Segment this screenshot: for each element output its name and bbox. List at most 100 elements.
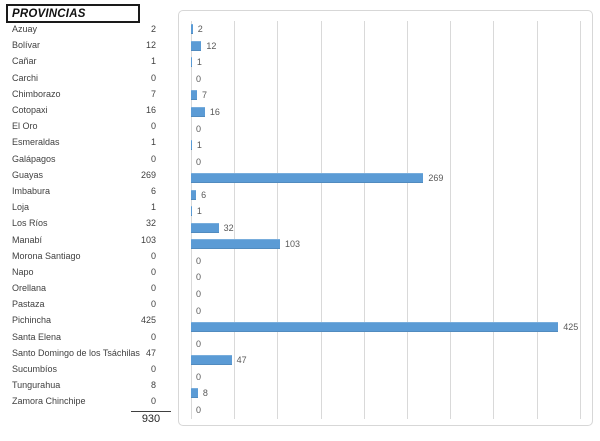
province-name: Chimborazo (12, 88, 61, 99)
chart-row: 32 (191, 220, 590, 237)
province-name: El Oro (12, 121, 38, 132)
province-value: 8 (150, 380, 156, 391)
chart-row: 0 (191, 286, 590, 303)
province-name: Pastaza (12, 299, 45, 310)
table-row[interactable]: Napo 0 (6, 264, 156, 280)
data-label: 32 (223, 222, 234, 233)
bar-chart-area[interactable]: 2 12 1 0 7 16 0 1 0 269 6 1 32 103 0 0 0 0 425 0 47 0 8 0 (178, 10, 593, 426)
table-row[interactable]: Bolívar 12 (6, 37, 156, 53)
chart-row: 0 (191, 402, 590, 419)
table-row[interactable]: Los Ríos 32 (6, 215, 156, 231)
province-value: 12 (145, 40, 156, 51)
province-value: 6 (150, 185, 156, 196)
gridline (579, 21, 581, 419)
provinces-header-label: PROVINCIAS (12, 7, 86, 20)
gridline (536, 21, 538, 419)
total-value[interactable]: 930 (141, 413, 161, 425)
chart-row: 0 (191, 71, 590, 88)
table-row[interactable]: Esmeraldas 1 (6, 134, 156, 150)
table-row[interactable]: Galápagos 0 (6, 151, 156, 167)
chart-gridlines (179, 21, 592, 419)
province-table: Azuay 2 Bolívar 12 Cañar 1 Carchi 0 Chimborazo 7 C… (6, 21, 156, 410)
table-row[interactable]: Santo Domingo de los Tsáchilas 47 (6, 345, 156, 361)
table-row[interactable]: Cañar 1 (6, 53, 156, 69)
table-row[interactable]: Santa Elena 0 (6, 329, 156, 345)
chart-row: 0 (191, 120, 590, 137)
province-value: 1 (150, 56, 156, 67)
data-label: 0 (196, 305, 202, 316)
chart-row: 2 (191, 21, 590, 38)
bar-Chimborazo[interactable] (191, 90, 198, 101)
chart-plot-area: 2 12 1 0 7 16 0 1 0 269 6 1 32 103 0 0 0 0 425 0 47 0 8 0 (191, 21, 590, 418)
table-row[interactable]: Azuay 2 (6, 21, 156, 37)
table-row[interactable]: Chimborazo 7 (6, 86, 156, 102)
province-name: Cotopaxi (12, 105, 48, 116)
province-name: Carchi (12, 72, 39, 83)
province-name: Azuay (12, 24, 38, 35)
gridline (234, 21, 236, 419)
data-label: 269 (428, 173, 444, 184)
data-label: 1 (196, 206, 202, 217)
province-value: 47 (145, 347, 156, 358)
table-row[interactable]: Pastaza 0 (6, 296, 156, 312)
province-name: Morona Santiago (12, 250, 81, 261)
bar-Manabí[interactable] (191, 239, 280, 250)
bar-Imbabura[interactable] (191, 189, 197, 200)
province-value: 2 (150, 24, 156, 35)
chart-row: 7 (191, 87, 590, 104)
province-value: 0 (150, 283, 156, 294)
data-label: 0 (196, 255, 202, 266)
bar-Santo Domingo de los Tsáchilas[interactable] (191, 355, 232, 366)
data-label: 0 (196, 156, 202, 167)
table-row[interactable]: Zamora Chinchipe 0 (6, 393, 156, 409)
chart-row: 47 (191, 352, 590, 369)
province-name: Imbabura (12, 185, 51, 196)
table-row[interactable]: Loja 1 (6, 199, 156, 215)
bar-Azuay[interactable] (191, 24, 193, 35)
bar-Cotopaxi[interactable] (191, 107, 205, 117)
data-label: 425 (563, 322, 579, 333)
province-value: 0 (150, 121, 156, 132)
data-label: 0 (196, 371, 202, 382)
chart-row: 0 (191, 253, 590, 270)
bar-Loja[interactable] (191, 206, 192, 217)
chart-row: 0 (191, 335, 590, 352)
chart-row: 1 (191, 203, 590, 220)
table-row[interactable]: Pichincha 425 (6, 312, 156, 328)
table-row[interactable]: Tungurahua 8 (6, 377, 156, 393)
chart-row: 12 (191, 38, 590, 55)
bar-Esmeraldas[interactable] (191, 140, 192, 151)
data-label: 1 (196, 57, 202, 68)
bar-Los Ríos[interactable] (191, 222, 219, 233)
bar-Tungurahua[interactable] (191, 388, 198, 399)
table-row[interactable]: Guayas 269 (6, 167, 156, 183)
table-row[interactable]: Morona Santiago 0 (6, 248, 156, 264)
table-row[interactable]: Sucumbíos 0 (6, 361, 156, 377)
province-name: Sucumbíos (12, 364, 58, 375)
chart-row: 6 (191, 186, 590, 203)
bar-Guayas[interactable] (191, 173, 424, 184)
data-label: 16 (209, 107, 220, 117)
data-label: 47 (236, 355, 247, 366)
chart-row: 0 (191, 269, 590, 286)
chart-row: 1 (191, 54, 590, 71)
data-label: 0 (196, 289, 202, 300)
table-row[interactable]: Carchi 0 (6, 70, 156, 86)
gridline (277, 21, 279, 419)
table-row[interactable]: El Oro 0 (6, 118, 156, 134)
province-name: Santo Domingo de los Tsáchilas (12, 347, 140, 358)
provinces-header-box[interactable]: PROVINCIAS (6, 4, 140, 23)
bar-Pichincha[interactable] (191, 322, 559, 333)
province-value: 0 (150, 266, 156, 277)
table-row[interactable]: Manabí 103 (6, 231, 156, 247)
gridline (407, 21, 408, 419)
table-row[interactable]: Imbabura 6 (6, 183, 156, 199)
bar-Cañar[interactable] (191, 57, 192, 68)
chart-row: 8 (191, 385, 590, 402)
province-value: 32 (145, 218, 156, 229)
chart-row: 0 (191, 302, 590, 319)
chart-row: 0 (191, 153, 590, 170)
bar-Bolívar[interactable] (191, 40, 202, 51)
table-row[interactable]: Orellana 0 (6, 280, 156, 296)
table-row[interactable]: Cotopaxi 16 (6, 102, 156, 118)
